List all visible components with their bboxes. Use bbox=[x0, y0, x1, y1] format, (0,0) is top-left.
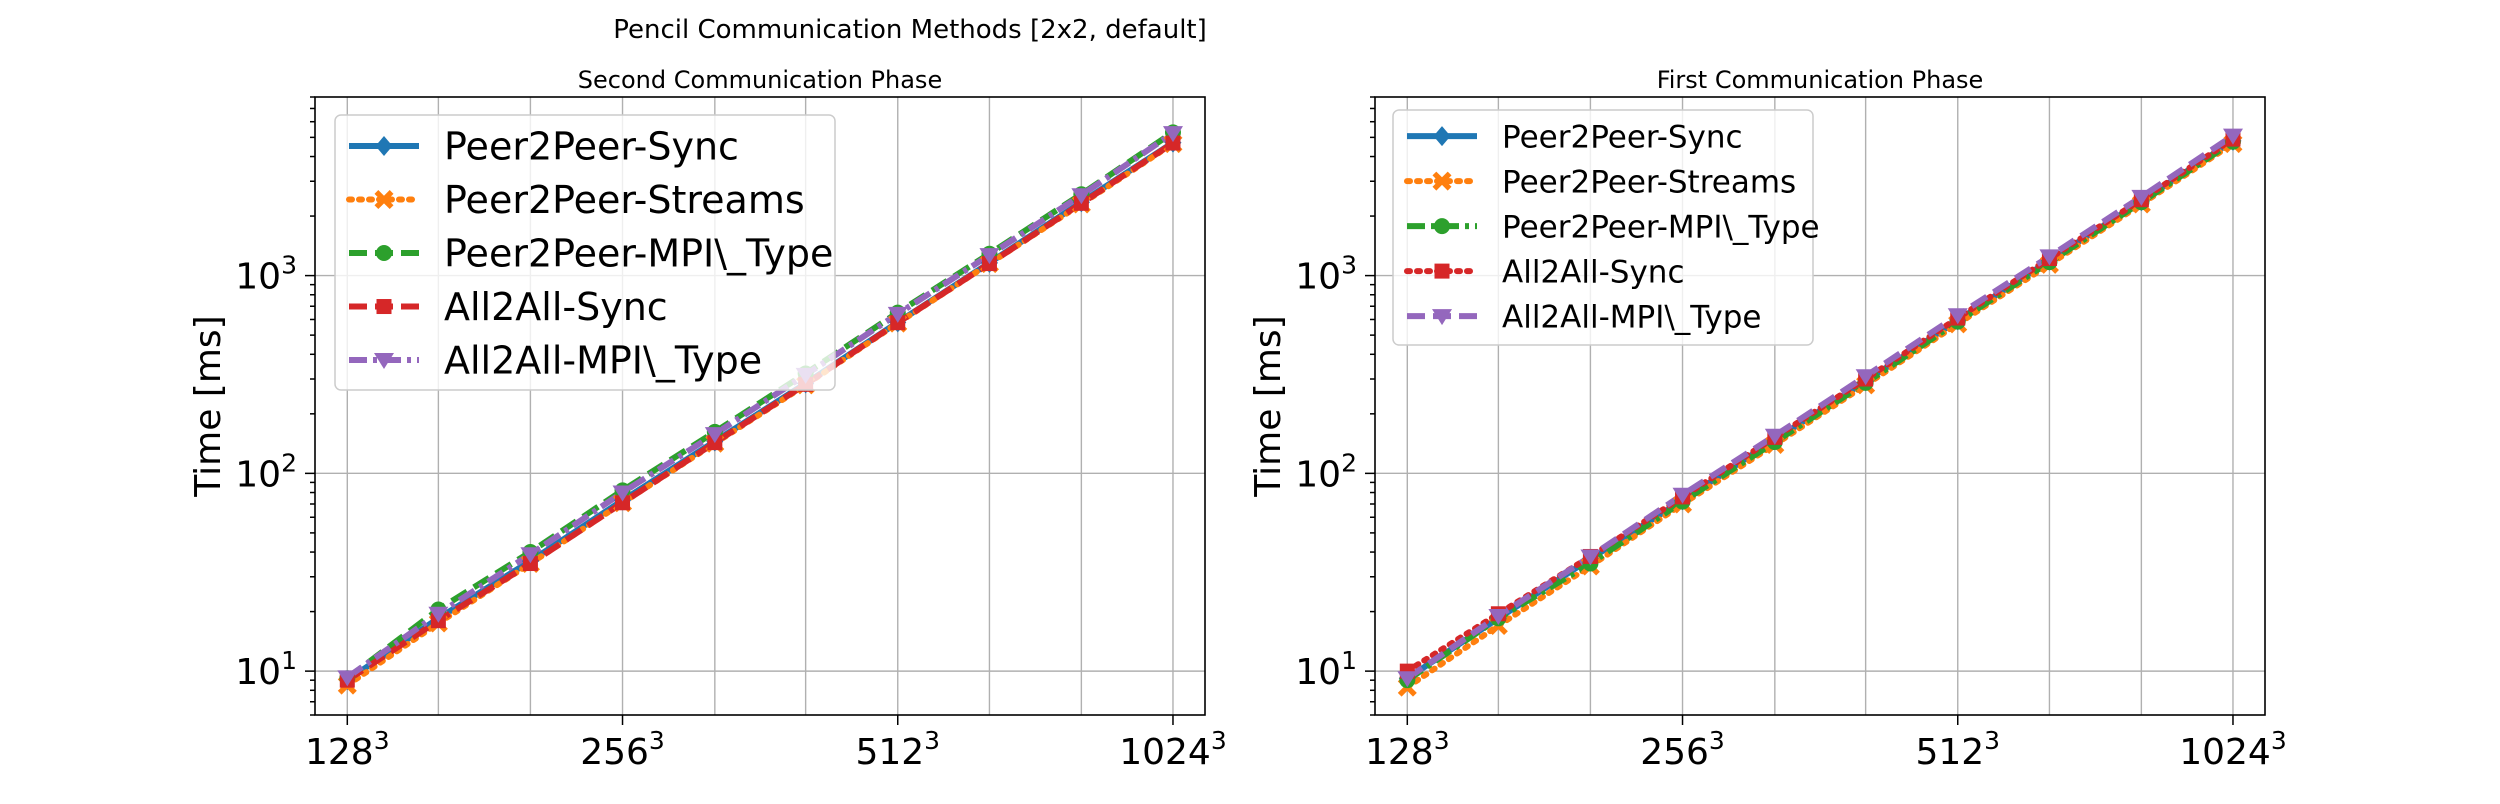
y-tick-label: 101 bbox=[1295, 646, 1357, 693]
y-tick-label: 103 bbox=[235, 251, 297, 298]
legend-marker bbox=[374, 190, 394, 210]
legend-item: Peer2Peer-MPI\_Type bbox=[349, 232, 833, 276]
legend-marker bbox=[1434, 263, 1450, 279]
series-layer bbox=[1397, 128, 2243, 697]
series-layer bbox=[337, 124, 1183, 695]
data-point bbox=[1397, 671, 1418, 688]
legend-label: Peer2Peer-Sync bbox=[1502, 119, 1743, 155]
x-tick-label: 2563 bbox=[580, 726, 665, 773]
series-line-3 bbox=[1405, 139, 2235, 683]
data-point bbox=[2222, 128, 2243, 145]
data-point bbox=[520, 547, 541, 564]
data-point bbox=[2131, 189, 2152, 206]
legend-marker bbox=[1434, 218, 1450, 235]
legend-item: Peer2Peer-MPI\_Type bbox=[1407, 209, 1820, 245]
legend-item: All2All-MPI\_Type bbox=[349, 339, 762, 383]
chart-title: Second Communication Phase bbox=[578, 66, 942, 94]
data-point bbox=[1947, 308, 1968, 325]
y-tick-label: 101 bbox=[235, 646, 297, 693]
x-ticks: 1283 2563 5123 10243 bbox=[305, 715, 1227, 773]
chart-title: First Communication Phase bbox=[1657, 66, 1984, 94]
series-line-5 bbox=[345, 130, 1175, 680]
axes-frame bbox=[1374, 96, 2266, 716]
y-ticks: 101 102 103 bbox=[235, 96, 315, 716]
legend-label: All2All-Sync bbox=[1502, 254, 1685, 290]
y-axis-label: Time [ms] bbox=[1248, 315, 1289, 497]
legend-marker bbox=[1432, 171, 1452, 191]
x-tick-label: 2563 bbox=[1640, 726, 1725, 773]
legend-box bbox=[334, 114, 836, 391]
data-point bbox=[1764, 428, 1785, 445]
x-tick-label: 10243 bbox=[2179, 726, 2287, 773]
legend-marker bbox=[375, 136, 393, 157]
x-tick-label: 5123 bbox=[855, 726, 940, 773]
x-tick-label: 1283 bbox=[1365, 726, 1450, 773]
data-point bbox=[612, 485, 633, 502]
grid bbox=[1375, 97, 2265, 715]
legend-label: Peer2Peer-Streams bbox=[1502, 164, 1796, 200]
legend-marker bbox=[1433, 126, 1451, 147]
data-point bbox=[428, 606, 449, 623]
series-line-5 bbox=[1405, 133, 2235, 681]
data-point bbox=[704, 427, 725, 444]
legend-label: All2All-MPI\_Type bbox=[444, 339, 762, 383]
legend-item: All2All-Sync bbox=[1404, 254, 1685, 290]
data-point bbox=[887, 306, 908, 323]
data-point bbox=[615, 495, 631, 511]
legend-marker bbox=[376, 245, 392, 262]
axes-frame bbox=[314, 96, 1206, 716]
legend-item: All2All-Sync bbox=[349, 285, 668, 329]
legend-marker bbox=[1432, 309, 1452, 326]
x-tick-label: 5123 bbox=[1915, 726, 2000, 773]
legend-item: Peer2Peer-Streams bbox=[346, 178, 805, 222]
data-point bbox=[522, 556, 538, 572]
legend-box bbox=[1392, 109, 1814, 346]
data-point bbox=[1855, 369, 1876, 386]
legend-label: Peer2Peer-MPI\_Type bbox=[1502, 209, 1820, 245]
legend-item: Peer2Peer-Sync bbox=[349, 125, 739, 169]
data-point bbox=[1672, 487, 1693, 504]
figure-title: Pencil Communication Methods [2x2, defau… bbox=[613, 15, 1207, 45]
legend-marker bbox=[374, 353, 394, 370]
data-point bbox=[2039, 249, 2060, 266]
x-tick-label: 10243 bbox=[1119, 726, 1227, 773]
y-axis-label: Time [ms] bbox=[188, 315, 229, 497]
y-tick-label: 102 bbox=[235, 448, 297, 495]
legend-label: All2All-Sync bbox=[444, 285, 668, 329]
series-line-4 bbox=[345, 140, 1175, 683]
series-markers-5 bbox=[1397, 128, 2243, 688]
legend: Peer2Peer-Sync Peer2Peer-Streams Peer2Peer… bbox=[1392, 109, 1820, 346]
data-point bbox=[1162, 126, 1183, 143]
legend-label: Peer2Peer-Sync bbox=[444, 125, 739, 169]
x-tick-label: 1283 bbox=[305, 726, 390, 773]
legend-label: Peer2Peer-MPI\_Type bbox=[444, 232, 833, 276]
series-line-3 bbox=[345, 129, 1175, 681]
legend-label: Peer2Peer-Streams bbox=[444, 178, 805, 222]
legend-item: All2All-MPI\_Type bbox=[1407, 299, 1762, 335]
data-point bbox=[1488, 608, 1509, 625]
series-markers-5 bbox=[337, 126, 1183, 687]
legend-item: Peer2Peer-Sync bbox=[1407, 119, 1743, 155]
data-point bbox=[337, 670, 358, 687]
chart-panel-2: 101 102 103 1283 2563 5123 10243 First Communic… bbox=[1248, 66, 2287, 773]
x-ticks: 1283 2563 5123 10243 bbox=[1365, 715, 2287, 773]
legend-label: All2All-MPI\_Type bbox=[1502, 299, 1762, 335]
data-point bbox=[979, 248, 1000, 265]
data-point bbox=[1165, 135, 1181, 151]
data-point bbox=[1580, 549, 1601, 566]
legend: Peer2Peer-Sync Peer2Peer-Streams Peer2Peer… bbox=[334, 114, 836, 391]
y-ticks: 101 102 103 bbox=[1295, 96, 1375, 716]
legend-marker bbox=[376, 299, 392, 315]
data-point bbox=[1071, 188, 1092, 205]
chart-panel-1: 101 102 103 1283 2563 5123 10243 Second Communi… bbox=[188, 66, 1227, 773]
y-tick-label: 103 bbox=[1295, 251, 1357, 298]
legend-item: Peer2Peer-Streams bbox=[1404, 164, 1796, 200]
y-tick-label: 102 bbox=[1295, 448, 1357, 495]
